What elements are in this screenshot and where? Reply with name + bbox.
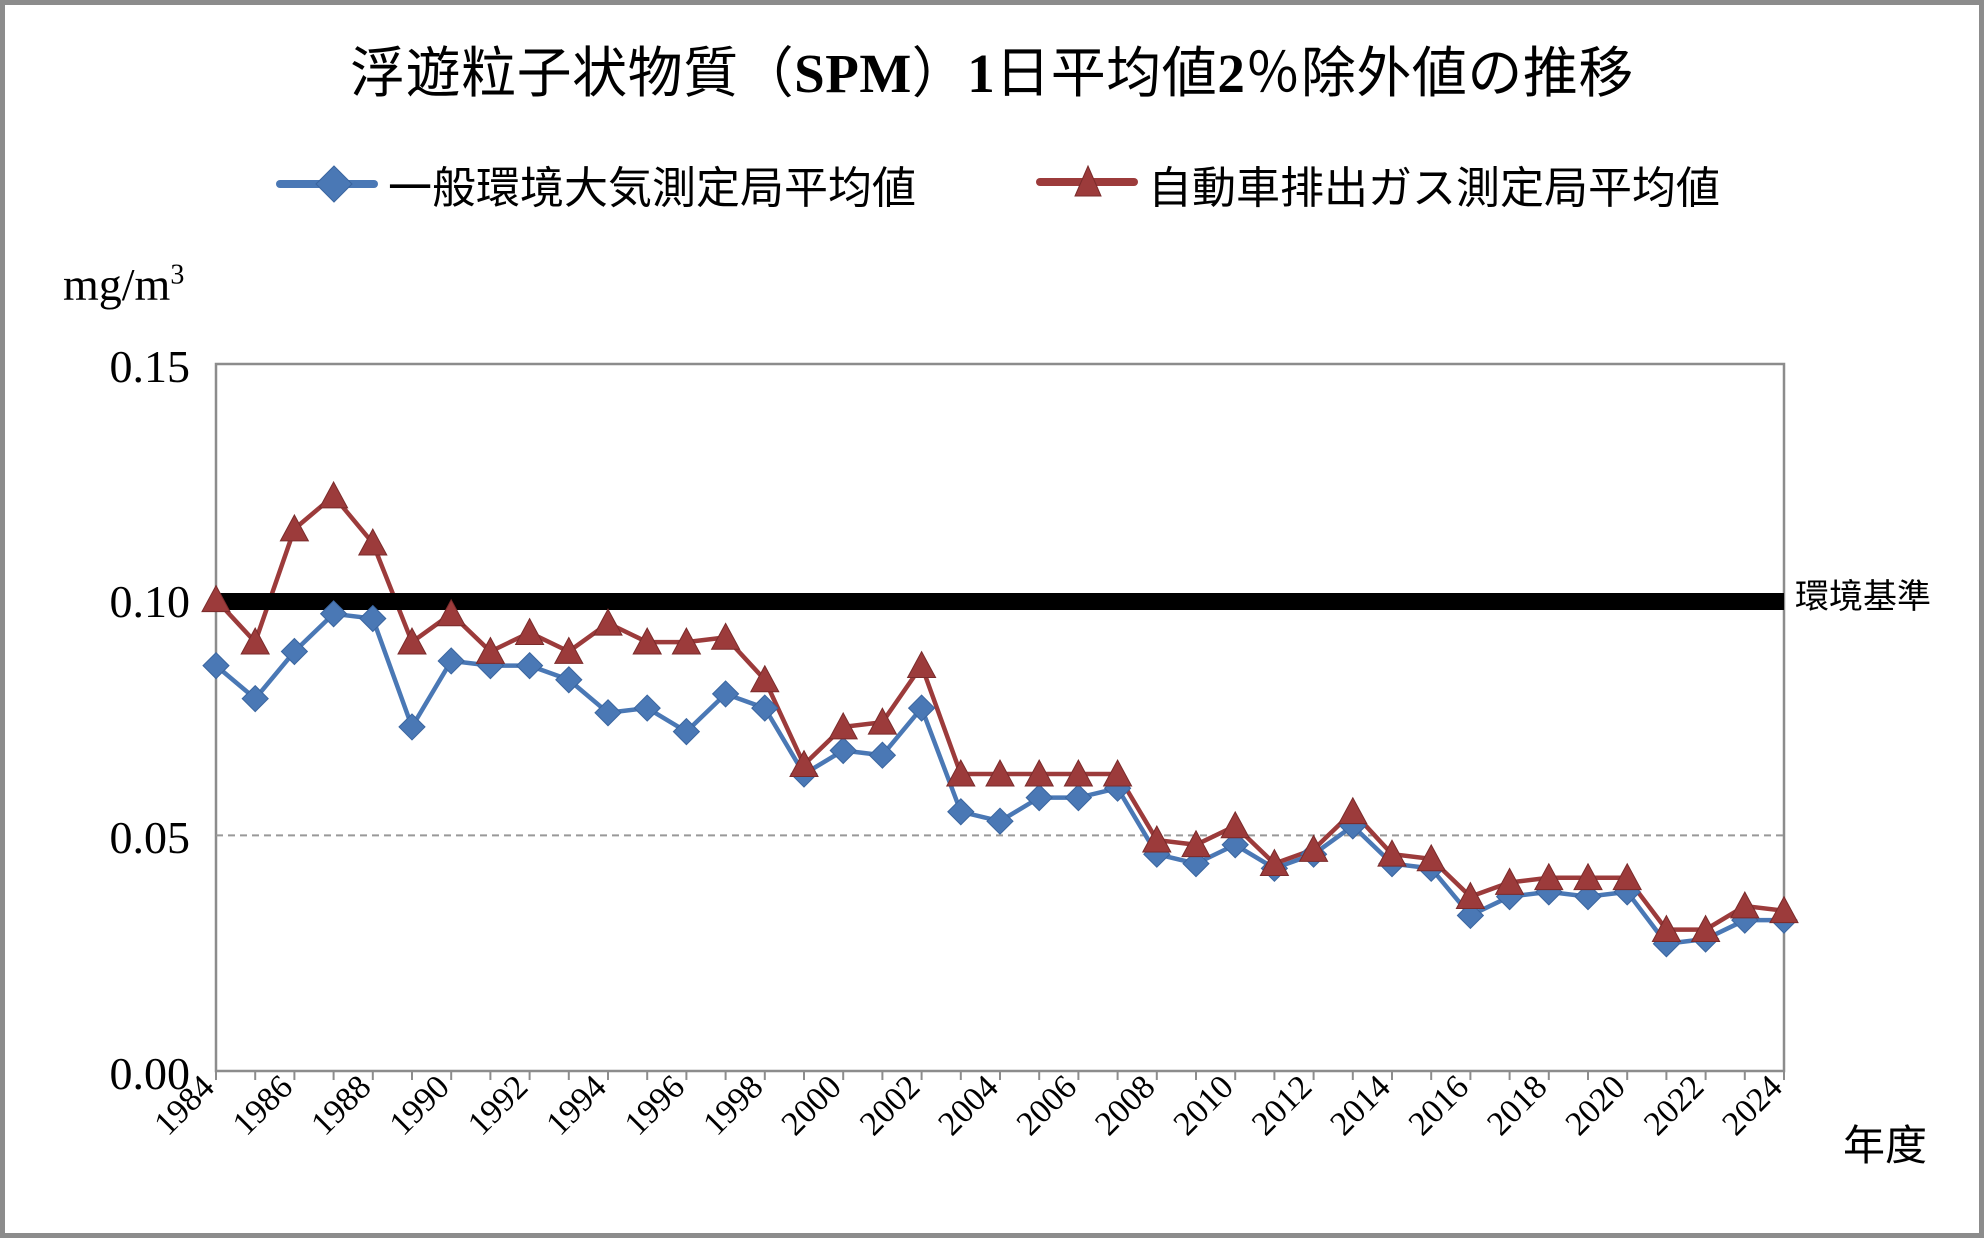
svg-text:0.05: 0.05 bbox=[110, 812, 191, 863]
svg-text:2024: 2024 bbox=[1715, 1068, 1789, 1142]
svg-text:2018: 2018 bbox=[1480, 1068, 1554, 1142]
svg-text:1996: 1996 bbox=[618, 1068, 692, 1142]
svg-text:2006: 2006 bbox=[1010, 1068, 1084, 1142]
svg-text:1998: 1998 bbox=[696, 1068, 770, 1142]
svg-text:1988: 1988 bbox=[304, 1068, 378, 1142]
svg-text:2004: 2004 bbox=[931, 1068, 1005, 1142]
svg-text:2022: 2022 bbox=[1637, 1068, 1711, 1142]
svg-text:年度: 年度 bbox=[1843, 1123, 1927, 1170]
svg-text:2020: 2020 bbox=[1559, 1068, 1633, 1142]
svg-text:2008: 2008 bbox=[1088, 1068, 1162, 1142]
svg-text:0.10: 0.10 bbox=[110, 576, 191, 627]
svg-text:2012: 2012 bbox=[1245, 1068, 1319, 1142]
svg-text:自動車排出ガス測定局平均値: 自動車排出ガス測定局平均値 bbox=[1148, 164, 1720, 213]
svg-text:1986: 1986 bbox=[226, 1068, 300, 1142]
svg-text:環境基準: 環境基準 bbox=[1795, 578, 1931, 616]
svg-text:1990: 1990 bbox=[383, 1068, 457, 1142]
svg-text:2002: 2002 bbox=[853, 1068, 927, 1142]
svg-text:2000: 2000 bbox=[775, 1068, 849, 1142]
svg-text:一般環境大気測定局平均値: 一般環境大気測定局平均値 bbox=[388, 164, 916, 213]
svg-text:2010: 2010 bbox=[1167, 1068, 1241, 1142]
svg-text:1994: 1994 bbox=[539, 1068, 613, 1142]
svg-text:1992: 1992 bbox=[461, 1068, 535, 1142]
svg-text:0.15: 0.15 bbox=[110, 341, 191, 392]
svg-text:2014: 2014 bbox=[1323, 1068, 1397, 1142]
svg-text:2016: 2016 bbox=[1402, 1068, 1476, 1142]
